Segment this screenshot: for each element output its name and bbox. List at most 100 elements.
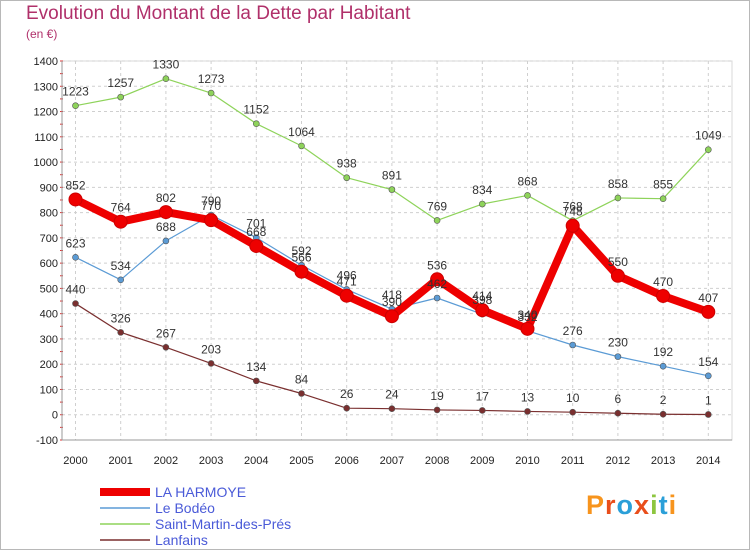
y-tick-label: 0	[52, 410, 58, 422]
data-point	[162, 75, 170, 82]
data-point	[701, 304, 716, 319]
data-label: 26	[340, 387, 354, 401]
data-point	[569, 341, 577, 349]
chart-title: Evolution du Montant de la Dette par Hab…	[26, 3, 411, 24]
y-tick-label: 700	[40, 233, 58, 245]
data-point	[659, 195, 667, 203]
data-point	[158, 205, 173, 220]
data-point	[524, 408, 531, 415]
data-point	[204, 213, 219, 228]
y-tick-label: 400	[40, 309, 58, 321]
legend-entry: Le Bodéo	[155, 500, 215, 516]
data-label: 496	[337, 268, 357, 282]
data-label: 1064	[288, 125, 315, 139]
data-point	[339, 288, 354, 303]
data-label: 192	[653, 345, 673, 359]
data-label: 332	[517, 310, 537, 324]
data-label: 855	[653, 178, 673, 192]
x-tick-label: 2013	[651, 455, 675, 467]
x-tick-label: 2000	[63, 455, 87, 467]
x-tick-label: 2004	[244, 455, 268, 467]
data-point	[704, 146, 712, 153]
data-label: 462	[427, 277, 447, 291]
data-label: 668	[246, 225, 266, 239]
data-point	[614, 409, 622, 417]
data-point	[433, 294, 441, 302]
data-label: 13	[521, 390, 535, 404]
data-point	[298, 142, 305, 150]
data-label: 17	[476, 389, 490, 403]
data-point	[252, 377, 260, 385]
data-point	[520, 321, 535, 336]
x-tick-label: 2005	[289, 455, 313, 467]
data-label: 891	[382, 169, 402, 183]
data-label: 154	[698, 355, 718, 369]
data-label: 868	[517, 174, 537, 188]
data-point	[294, 264, 309, 279]
y-tick-label: 1000	[34, 157, 58, 169]
data-point	[117, 329, 124, 336]
y-tick-label: 500	[40, 283, 58, 295]
data-point	[252, 120, 260, 127]
chart-unit-label: (en €)	[26, 27, 58, 41]
data-label: 536	[427, 258, 447, 272]
data-label: 19	[430, 389, 444, 403]
legend-entry: Lanfains	[155, 532, 208, 548]
grid	[61, 60, 733, 441]
data-label: 1	[705, 393, 712, 407]
legend-entry: LA HARMOYE	[155, 484, 246, 500]
x-tick-label: 2007	[380, 455, 404, 467]
x-tick-label: 2012	[606, 455, 630, 467]
data-point	[162, 237, 170, 245]
data-label: 24	[385, 388, 399, 402]
data-point	[569, 408, 577, 416]
data-label: 550	[608, 255, 628, 269]
data-point	[207, 89, 215, 97]
axes: -100 0 100 200 300 400 500 600 700 800 900 1000 1100…	[34, 56, 732, 467]
data-point	[704, 372, 712, 380]
proxiti-logo: Proxiti	[586, 490, 678, 520]
y-tick-label: 100	[40, 384, 58, 396]
y-tick-label: 1300	[34, 81, 58, 93]
data-label: 203	[201, 342, 221, 356]
data-point	[565, 218, 580, 233]
data-label: 769	[427, 199, 447, 213]
data-label: 1330	[153, 58, 180, 72]
data-point	[478, 200, 486, 208]
data-point	[388, 405, 396, 412]
y-tick-label: -100	[36, 435, 58, 447]
data-label: 6	[615, 392, 622, 406]
data-label: 688	[156, 220, 176, 234]
data-point	[113, 214, 128, 229]
data-label: 748	[563, 205, 583, 219]
data-point	[704, 411, 712, 418]
data-point	[249, 238, 264, 253]
data-label: 326	[111, 311, 131, 325]
data-label: 770	[201, 199, 221, 213]
data-point	[610, 268, 625, 283]
data-label: 414	[472, 289, 492, 303]
data-point	[343, 174, 351, 182]
data-label: 790	[201, 194, 221, 208]
data-label: 390	[382, 295, 402, 309]
data-point	[433, 217, 441, 224]
data-point	[343, 404, 351, 412]
data-point	[433, 406, 441, 414]
data-label: 267	[156, 326, 176, 340]
data-label: 10	[566, 391, 580, 405]
data-point	[117, 276, 124, 284]
series-lines	[68, 75, 716, 418]
y-tick-label: 300	[40, 334, 58, 346]
data-point	[298, 390, 305, 397]
data-label: 858	[608, 177, 628, 191]
x-tick-label: 2001	[108, 455, 132, 467]
x-tick-label: 2006	[334, 455, 358, 467]
data-label: 230	[608, 336, 628, 350]
y-tick-label: 1100	[34, 132, 58, 144]
data-label: 340	[517, 308, 537, 322]
data-label: 2	[660, 393, 667, 407]
x-tick-label: 2009	[470, 455, 494, 467]
x-tick-label: 2008	[425, 455, 449, 467]
